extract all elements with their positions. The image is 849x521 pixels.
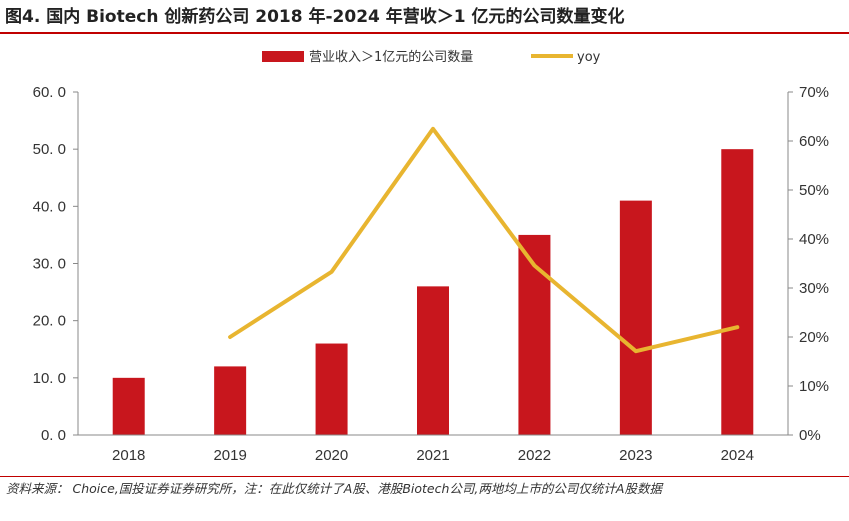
y-right-tick-label: 40% bbox=[799, 231, 829, 248]
y-left-tick-label: 50. 0 bbox=[33, 141, 66, 158]
y-left-tick-label: 20. 0 bbox=[33, 313, 66, 330]
bar-2021 bbox=[417, 286, 449, 435]
y-right-tick-label: 10% bbox=[799, 378, 829, 395]
bar-2018 bbox=[112, 377, 145, 435]
x-tick-label: 2023 bbox=[619, 447, 652, 464]
y-right-tick-label: 60% bbox=[799, 133, 829, 150]
source-rule bbox=[0, 476, 849, 477]
bar-2020 bbox=[315, 343, 348, 435]
y-right-tick-label: 30% bbox=[799, 280, 829, 297]
y-right-tick-label: 0% bbox=[799, 427, 821, 444]
source-note: 资料来源： Choice,国投证券证券研究所，注：在此仅统计了A股、港股Biot… bbox=[6, 481, 662, 496]
y-left-tick-label: 30. 0 bbox=[33, 256, 66, 273]
legend-bar-label: 营业收入＞1亿元的公司数量 bbox=[309, 49, 473, 65]
plot-area: 0. 0 10. 0 20. 0 30. 0 40. 0 50. 0 60. 0 0% 10% 2… bbox=[33, 84, 829, 464]
bar-2024 bbox=[721, 149, 754, 435]
bar-2023 bbox=[619, 200, 652, 435]
y-left-tick-label: 60. 0 bbox=[33, 84, 66, 101]
chart-legend: 营业收入＞1亿元的公司数量 yoy bbox=[262, 49, 601, 65]
legend-bar-swatch bbox=[262, 51, 304, 62]
y-left-tick-label: 40. 0 bbox=[33, 198, 66, 215]
chart-canvas: 营业收入＞1亿元的公司数量 yoy 0. 0 10. 0 20. 0 30. 0 40.… bbox=[33, 49, 829, 464]
legend-line-label: yoy bbox=[577, 50, 601, 65]
y-left-tick-label: 10. 0 bbox=[33, 370, 66, 387]
title-rule bbox=[0, 32, 849, 34]
x-tick-label: 2022 bbox=[518, 447, 551, 464]
x-tick-label: 2019 bbox=[213, 447, 246, 464]
bar-2019 bbox=[214, 366, 247, 435]
figure-title: 图4. 国内 Biotech 创新药公司 2018 年-2024 年营收＞1 亿… bbox=[5, 7, 625, 27]
x-tick-label: 2020 bbox=[315, 447, 348, 464]
yoy-line bbox=[228, 126, 740, 354]
y-right-tick-label: 70% bbox=[799, 84, 829, 101]
x-tick-label: 2021 bbox=[416, 447, 449, 464]
x-tick-label: 2024 bbox=[721, 447, 754, 464]
y-left-tick-label: 0. 0 bbox=[41, 427, 66, 444]
y-right-tick-label: 20% bbox=[799, 329, 829, 346]
bar-2022 bbox=[518, 234, 551, 435]
y-right-tick-label: 50% bbox=[799, 182, 829, 199]
x-tick-label: 2018 bbox=[112, 447, 145, 464]
